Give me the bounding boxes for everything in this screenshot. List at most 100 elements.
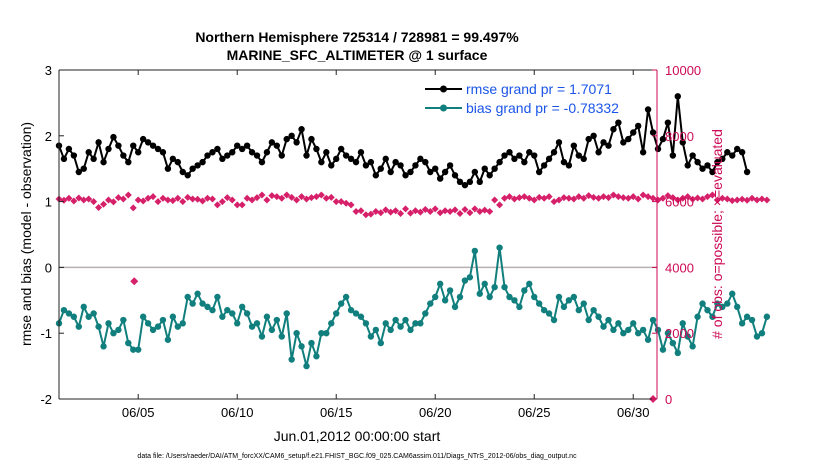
x-tick-label: 06/15 <box>320 405 353 420</box>
y-right-tick-label: 8000 <box>665 129 694 144</box>
bias-point <box>521 287 528 294</box>
obs-count-point <box>95 204 103 212</box>
obs-count-point <box>248 196 256 204</box>
bias-point <box>436 280 444 288</box>
obs-count-point <box>130 277 139 286</box>
rmse-point <box>407 168 414 176</box>
obs-count-point <box>238 201 246 209</box>
rmse-point <box>417 155 424 163</box>
obs-count-point <box>80 196 88 204</box>
bias-point <box>600 323 607 330</box>
rmse-point <box>456 178 464 186</box>
bias-point <box>580 300 587 307</box>
rmse-point <box>669 152 677 159</box>
obs-count-point <box>629 193 637 201</box>
obs-count-point <box>708 191 716 199</box>
bias-point <box>139 313 147 320</box>
bias-point <box>372 326 380 334</box>
rmse-point <box>333 155 340 163</box>
obs-count-point <box>684 193 692 201</box>
obs-count-point <box>204 194 212 202</box>
bias-point <box>95 323 102 330</box>
rmse-point <box>194 162 201 169</box>
rmse-point <box>273 142 281 149</box>
rmse-point <box>135 149 142 156</box>
bias-point <box>159 316 167 324</box>
bias-point <box>387 326 394 334</box>
obs-count-point <box>491 196 499 204</box>
bias-point <box>679 320 686 327</box>
obs-count-point <box>85 195 93 203</box>
rmse-point <box>224 152 231 159</box>
obs-count-point <box>466 209 474 217</box>
obs-count-point <box>199 197 207 205</box>
rmse-point <box>293 139 300 146</box>
bias-point <box>605 316 612 324</box>
rmse-point <box>733 145 741 153</box>
bias-point <box>471 247 479 255</box>
bias-point <box>243 310 251 317</box>
obs-count-point <box>189 195 197 203</box>
bias-point <box>120 316 127 324</box>
bias-point <box>565 297 573 304</box>
obs-count-point <box>218 198 226 206</box>
obs-count-point <box>387 208 395 216</box>
rmse-point <box>719 155 726 163</box>
rmse-point <box>694 158 701 166</box>
rmse-point <box>540 162 548 169</box>
bias-point <box>219 313 226 320</box>
x-tick-label: 06/10 <box>221 405 254 420</box>
bias-point <box>278 333 285 340</box>
bias-point <box>154 323 162 330</box>
obs-count-point <box>174 194 182 202</box>
rmse-point <box>461 181 469 189</box>
obs-count-point <box>545 193 553 201</box>
bias-point <box>65 310 73 317</box>
obs-count-point <box>347 201 355 209</box>
series-layer <box>55 93 771 403</box>
bias-point <box>461 277 469 284</box>
rmse-point <box>328 162 335 169</box>
rmse-point <box>263 149 271 156</box>
rmse-point <box>427 168 434 176</box>
rmse-point <box>258 158 266 166</box>
rmse-point <box>149 142 157 149</box>
rmse-point <box>580 155 587 163</box>
rmse-point <box>511 155 518 163</box>
rmse-point <box>229 149 236 156</box>
bias-point <box>575 306 582 314</box>
bias-point <box>164 336 172 343</box>
rmse-point <box>308 135 315 143</box>
bias-point <box>283 310 290 317</box>
bias-point <box>446 287 454 294</box>
y-tick-label: -2 <box>40 392 52 407</box>
bias-point <box>258 333 266 340</box>
rmse-point <box>179 168 186 176</box>
rmse-point <box>481 165 488 172</box>
obs-count-point <box>619 194 627 202</box>
obs-count-point <box>129 204 137 212</box>
bias-point <box>105 320 112 327</box>
rmse-point <box>95 139 102 146</box>
bias-point <box>570 293 578 301</box>
rmse-point <box>441 168 449 176</box>
obs-count-point <box>451 206 459 214</box>
obs-count-point <box>392 207 400 215</box>
bias-point <box>634 330 642 337</box>
rmse-point <box>382 155 389 163</box>
rmse-point <box>387 168 394 176</box>
obs-count-point <box>411 207 419 215</box>
bias-point <box>189 300 196 307</box>
legend: rmse grand pr = 1.7071 bias grand pr = -… <box>425 81 619 116</box>
bias-point <box>466 274 474 281</box>
bias-point <box>60 306 68 314</box>
bias-point <box>625 326 632 334</box>
rmse-point <box>298 126 305 133</box>
obs-count-point <box>223 194 231 202</box>
bias-point <box>362 320 370 327</box>
rmse-point <box>367 158 375 166</box>
obs-count-point <box>496 201 504 209</box>
bias-point <box>743 313 751 320</box>
x-tick-label: 06/20 <box>419 405 452 420</box>
bias-point <box>90 310 97 317</box>
